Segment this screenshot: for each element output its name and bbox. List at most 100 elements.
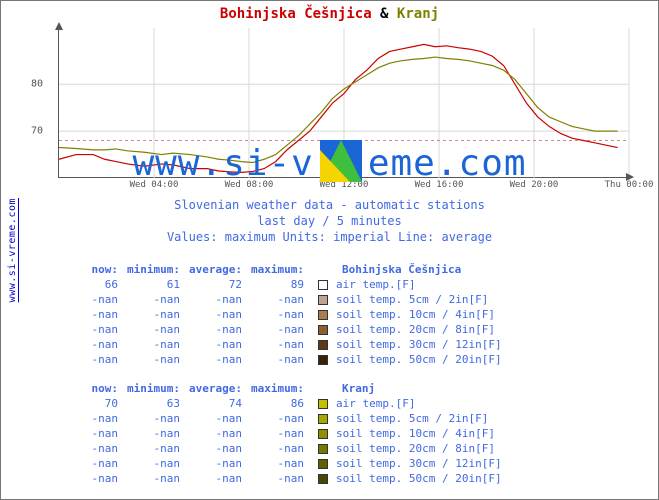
x-tick-label: Thu 00:00 <box>605 180 654 190</box>
series-label: soil temp. 10cm / 4in[F] <box>332 307 639 322</box>
swatch-cell <box>308 471 332 486</box>
swatch-header <box>308 262 332 277</box>
data-tables: now:minimum:average: maximum: Bohinjska Če… <box>60 262 639 500</box>
stat-cell: -nan <box>184 352 246 367</box>
sidebar: www.si-vreme.com <box>3 0 21 500</box>
stat-cell: -nan <box>184 337 246 352</box>
table-row: -nan-nan-nan-nansoil temp. 5cm / 2in[F] <box>60 411 639 426</box>
stat-cell: -nan <box>122 441 184 456</box>
series-label: soil temp. 5cm / 2in[F] <box>332 292 639 307</box>
stat-cell: -nan <box>60 471 122 486</box>
col-header: average: <box>184 381 246 396</box>
x-tick-label: Wed 12:00 <box>320 180 369 190</box>
stat-cell: 61 <box>122 277 184 292</box>
stat-cell: -nan <box>246 352 308 367</box>
chart-svg <box>59 28 629 178</box>
stat-cell: -nan <box>122 411 184 426</box>
stat-cell: 72 <box>184 277 246 292</box>
col-header: maximum: <box>246 262 308 277</box>
location-header: Kranj <box>332 381 639 396</box>
series-label: soil temp. 20cm / 8in[F] <box>332 322 639 337</box>
stat-cell: -nan <box>246 307 308 322</box>
table-row: -nan-nan-nan-nansoil temp. 30cm / 12in[F… <box>60 456 639 471</box>
color-swatch-icon <box>318 280 328 290</box>
stats-table: now:minimum:average:maximum:Kranj7063748… <box>60 381 639 486</box>
swatch-cell <box>308 456 332 471</box>
swatch-header <box>308 381 332 396</box>
table-row: -nan-nan-nan-nansoil temp. 20cm / 8in[F] <box>60 322 639 337</box>
swatch-cell <box>308 411 332 426</box>
stat-cell: -nan <box>246 456 308 471</box>
color-swatch-icon <box>318 310 328 320</box>
color-swatch-icon <box>318 295 328 305</box>
series-label: air temp.[F] <box>332 396 639 411</box>
color-swatch-icon <box>318 474 328 484</box>
stat-cell: -nan <box>60 411 122 426</box>
subtitle-1: Slovenian weather data - automatic stati… <box>0 198 659 212</box>
stat-cell: -nan <box>122 352 184 367</box>
location-header: Bohinjska Češnjica <box>332 262 639 277</box>
stat-cell: -nan <box>60 441 122 456</box>
color-swatch-icon <box>318 459 328 469</box>
table-row: -nan-nan-nan-nansoil temp. 30cm / 12in[F… <box>60 337 639 352</box>
swatch-cell <box>308 396 332 411</box>
title-station-a: Bohinjska Češnjica <box>220 6 372 22</box>
stat-cell: -nan <box>60 307 122 322</box>
stat-cell: -nan <box>122 426 184 441</box>
swatch-cell <box>308 337 332 352</box>
stat-cell: -nan <box>122 471 184 486</box>
y-axis-arrow-icon <box>55 22 63 30</box>
stat-cell: -nan <box>60 292 122 307</box>
x-tick-label: Wed 08:00 <box>225 180 274 190</box>
table-row: 70637486air temp.[F] <box>60 396 639 411</box>
swatch-cell <box>308 426 332 441</box>
series-label: air temp.[F] <box>332 277 639 292</box>
series-label: soil temp. 30cm / 12in[F] <box>332 337 639 352</box>
stat-cell: -nan <box>122 456 184 471</box>
stat-cell: -nan <box>122 292 184 307</box>
col-header: minimum: <box>122 381 184 396</box>
stat-cell: -nan <box>122 337 184 352</box>
x-tick-label: Wed 16:00 <box>415 180 464 190</box>
title-station-b: Kranj <box>397 6 439 22</box>
swatch-cell <box>308 441 332 456</box>
chart-plot-area: 7080Wed 04:00Wed 08:00Wed 12:00Wed 16:00… <box>58 28 628 178</box>
series-label: soil temp. 50cm / 20in[F] <box>332 471 639 486</box>
stat-cell: -nan <box>246 441 308 456</box>
y-tick-label: 80 <box>31 79 43 90</box>
stat-cell: -nan <box>184 322 246 337</box>
x-tick-label: Wed 20:00 <box>510 180 559 190</box>
stat-cell: 66 <box>60 277 122 292</box>
swatch-cell <box>308 307 332 322</box>
color-swatch-icon <box>318 429 328 439</box>
x-tick-label: Wed 04:00 <box>130 180 179 190</box>
stat-cell: -nan <box>246 426 308 441</box>
stat-cell: 63 <box>122 396 184 411</box>
table-row: -nan-nan-nan-nansoil temp. 50cm / 20in[F… <box>60 352 639 367</box>
subtitle-2: last day / 5 minutes <box>0 214 659 228</box>
color-swatch-icon <box>318 444 328 454</box>
series-label: soil temp. 20cm / 8in[F] <box>332 441 639 456</box>
stat-cell: -nan <box>246 337 308 352</box>
series-label: soil temp. 10cm / 4in[F] <box>332 426 639 441</box>
stat-cell: -nan <box>122 322 184 337</box>
stat-cell: -nan <box>184 307 246 322</box>
stat-cell: -nan <box>60 456 122 471</box>
stat-cell: -nan <box>184 441 246 456</box>
stat-cell: -nan <box>246 322 308 337</box>
stat-cell: -nan <box>60 426 122 441</box>
color-swatch-icon <box>318 325 328 335</box>
table-row: -nan-nan-nan-nansoil temp. 5cm / 2in[F] <box>60 292 639 307</box>
stat-cell: -nan <box>184 426 246 441</box>
stat-cell: 89 <box>246 277 308 292</box>
table-row: -nan-nan-nan-nansoil temp. 10cm / 4in[F] <box>60 426 639 441</box>
stat-cell: -nan <box>246 471 308 486</box>
stats-table: now:minimum:average:maximum:Bohinjska Če… <box>60 262 639 367</box>
table-row: -nan-nan-nan-nansoil temp. 10cm / 4in[F] <box>60 307 639 322</box>
stat-cell: 86 <box>246 396 308 411</box>
stat-cell: 74 <box>184 396 246 411</box>
stat-cell: -nan <box>184 292 246 307</box>
col-header: now: <box>60 381 122 396</box>
color-swatch-icon <box>318 340 328 350</box>
stat-cell: -nan <box>184 471 246 486</box>
